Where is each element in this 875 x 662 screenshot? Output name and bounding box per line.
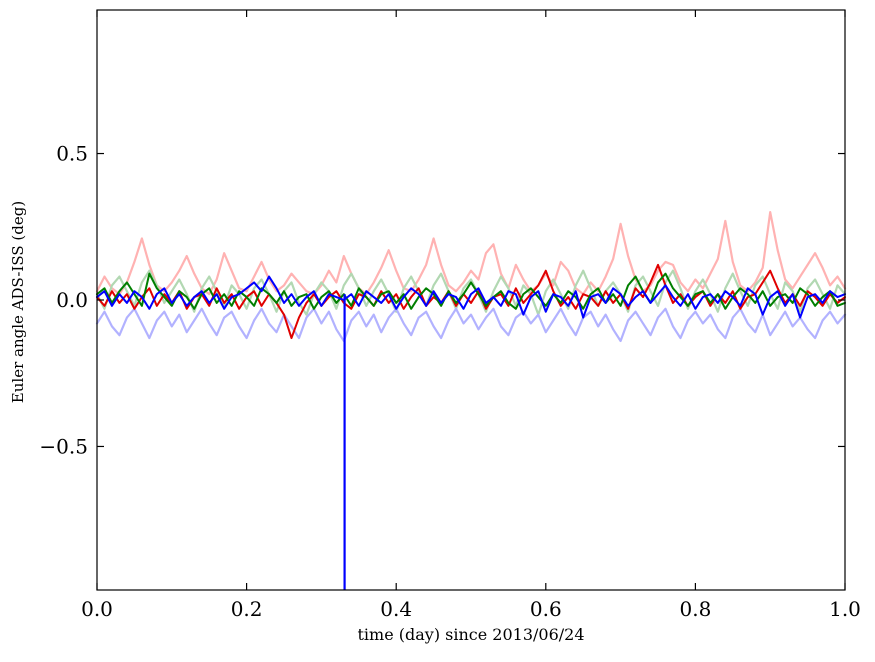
x-tick-label: 0.2: [231, 597, 263, 621]
series-euler-angle-3-raw: [95, 307, 847, 343]
plot-frame: [96, 9, 846, 591]
x-tick-label: 0.8: [679, 597, 711, 621]
x-tick-label: 0.4: [380, 597, 412, 621]
y-tick-label: 0.0: [56, 288, 88, 312]
x-axis-label: time (day) since 2013/06/24: [357, 625, 585, 644]
series-euler-angle-3-filtered: [96, 275, 846, 319]
y-tick-label: 0.5: [56, 142, 88, 166]
y-tick-label: −0.5: [39, 434, 88, 458]
x-tick-label: 1.0: [829, 597, 861, 621]
series-euler-angle-1-raw: [95, 211, 847, 296]
y-axis-label: Euler angle ADS-ISS (deg): [9, 200, 27, 404]
x-tick-label: 0.6: [530, 597, 562, 621]
x-tick-label: 0.0: [81, 597, 113, 621]
series-euler-angle-2-raw: [95, 269, 847, 316]
